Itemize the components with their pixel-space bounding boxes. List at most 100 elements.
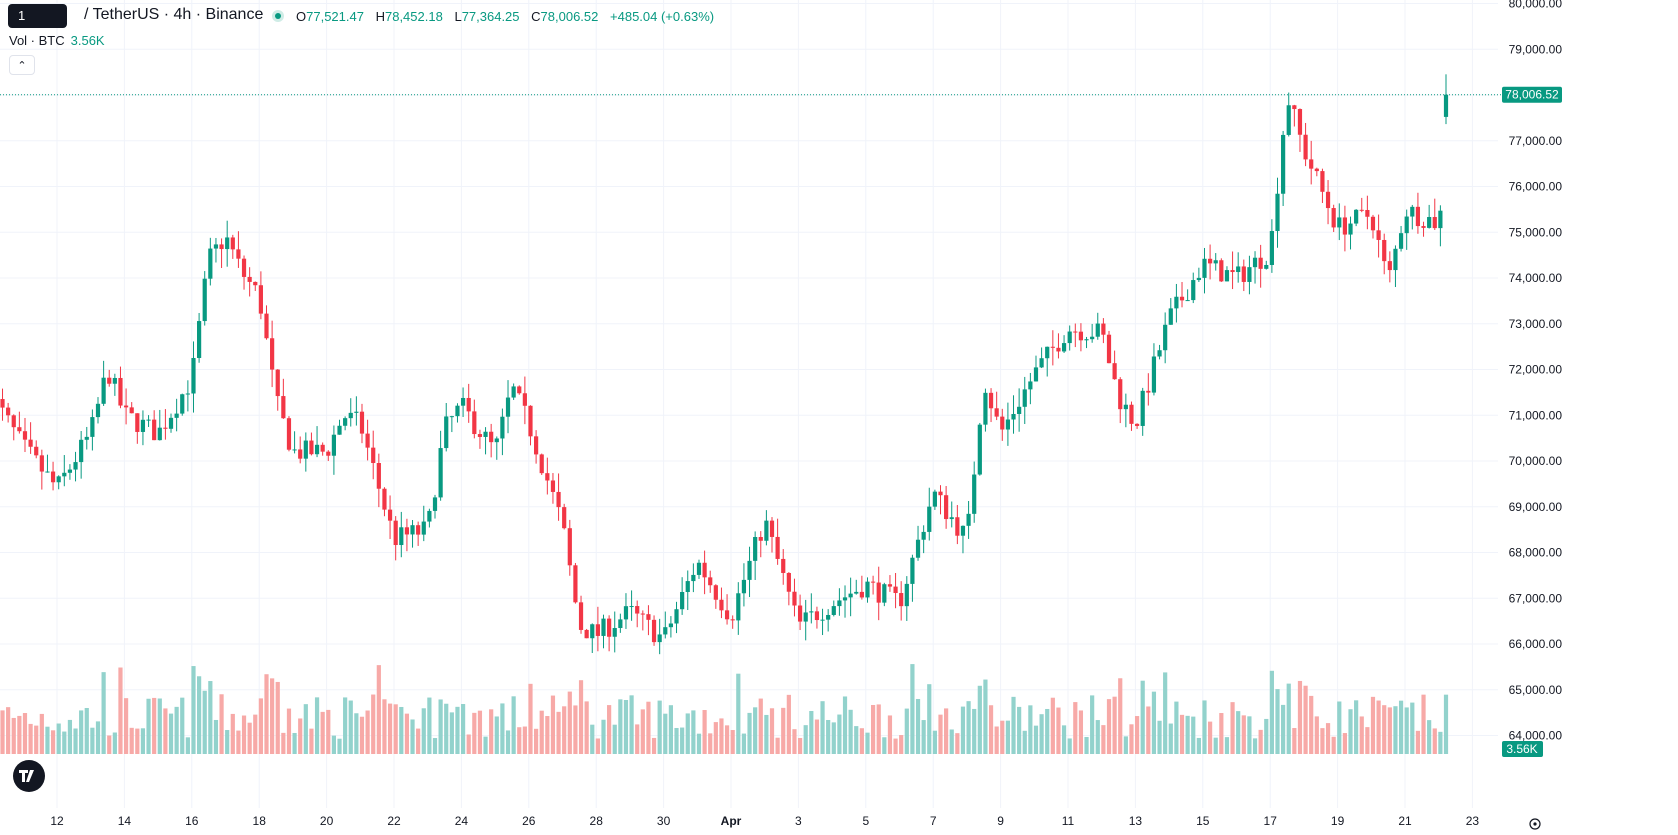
candle-body <box>1219 260 1224 282</box>
volume-bar <box>258 698 263 754</box>
candle-body <box>691 574 696 582</box>
volume-bar <box>1286 683 1291 754</box>
candle-body <box>781 558 786 573</box>
volume-bar <box>253 714 258 754</box>
volume-bar <box>1033 725 1039 754</box>
candle-body <box>1061 343 1067 352</box>
candle-body <box>1342 217 1348 235</box>
candle-body <box>101 377 106 404</box>
candle-body <box>382 488 387 510</box>
candle-body <box>1230 270 1235 273</box>
volume-bar <box>1337 701 1342 754</box>
candle-body <box>921 531 926 540</box>
candle-body <box>1393 248 1398 271</box>
volume-bar <box>101 672 106 754</box>
symbol-title[interactable]: / TetherUS · 4h · Binance <box>84 6 264 23</box>
candle-body <box>831 606 836 615</box>
volume-bar <box>472 712 477 754</box>
volume-bar <box>663 713 668 754</box>
volume-bar <box>1134 716 1140 754</box>
volume-bar <box>1348 709 1353 754</box>
candle-body <box>753 537 758 561</box>
time-axis-label: 17 <box>1264 814 1278 828</box>
candle-body <box>1224 270 1230 282</box>
volume-bar <box>1028 705 1033 754</box>
volume-bar <box>1325 723 1331 754</box>
volume-bar <box>988 705 994 754</box>
volume-bar <box>191 666 196 754</box>
candle-body <box>1174 296 1179 309</box>
candle-body <box>45 471 50 473</box>
candle-body <box>438 448 443 498</box>
candle-body <box>444 416 449 449</box>
volume-bar <box>197 676 202 754</box>
candle-body <box>635 606 640 614</box>
candle-body <box>404 527 410 535</box>
candle-body <box>236 249 241 259</box>
candle-body <box>1297 109 1303 135</box>
candle-body <box>1095 323 1100 337</box>
candle-body <box>657 634 662 643</box>
time-axis-label: 13 <box>1129 814 1143 828</box>
volume-bar <box>545 716 550 754</box>
candle-body <box>202 278 207 322</box>
volume-bar <box>455 706 460 754</box>
interval-tooltip: 1 minute <box>8 4 68 47</box>
volume-bar <box>674 727 679 754</box>
candle-body <box>163 427 168 429</box>
candle-body <box>1157 350 1162 357</box>
gear-icon[interactable] <box>1529 818 1541 830</box>
candle-body <box>1275 193 1280 232</box>
volume-bar <box>590 724 595 754</box>
volume-bar <box>1410 702 1415 754</box>
volume-bar <box>769 708 775 754</box>
current-price-badge <box>1502 86 1562 103</box>
volume-bar <box>1230 702 1235 754</box>
volume-bar <box>876 704 881 754</box>
candle-body <box>1376 230 1381 240</box>
volume-bar <box>1067 738 1072 754</box>
candle-body <box>1196 277 1201 281</box>
candle-body <box>264 313 269 339</box>
candle-body <box>612 628 617 637</box>
collapse-legend-button[interactable]: ⌃ <box>9 55 35 75</box>
candle-body <box>949 517 954 520</box>
candle-body <box>1140 390 1145 426</box>
volume-bar <box>6 707 11 754</box>
low-label: L <box>454 9 462 24</box>
change-value: +485.04 (+0.63%) <box>610 9 715 24</box>
candle-body <box>241 258 247 277</box>
candle-body <box>893 586 898 594</box>
volume-bar <box>1219 713 1224 754</box>
candle-body <box>590 624 595 639</box>
volume-bar <box>685 713 690 754</box>
candle-body <box>180 394 185 414</box>
candle-body <box>152 419 157 441</box>
candle-body <box>713 585 718 600</box>
candle-body <box>1067 331 1072 344</box>
candle-body <box>191 357 196 394</box>
candle-body <box>764 520 769 541</box>
price-axis-label: 74,000.00 <box>1509 271 1563 285</box>
volume-bar <box>410 719 415 754</box>
volume-bar <box>668 705 674 754</box>
time-axis-label: 24 <box>455 814 469 828</box>
volume-bar <box>174 706 179 754</box>
candle-body <box>432 497 438 511</box>
candle-body <box>758 537 763 541</box>
candle-body <box>1202 258 1207 278</box>
volume-bar <box>432 738 438 754</box>
candle-body <box>1163 324 1168 351</box>
volume-bar <box>494 716 499 754</box>
candle-body <box>629 606 634 608</box>
candle-body <box>786 572 791 592</box>
current-price-label: 78,006.52 <box>1505 88 1559 102</box>
volume-bar <box>163 708 168 754</box>
candle-body <box>1022 389 1027 407</box>
candle-body <box>1168 308 1173 325</box>
time-axis-label: 18 <box>253 814 267 828</box>
market-status-icon[interactable] <box>272 10 284 22</box>
candle-body <box>107 377 112 384</box>
volume-bar <box>1146 706 1151 754</box>
